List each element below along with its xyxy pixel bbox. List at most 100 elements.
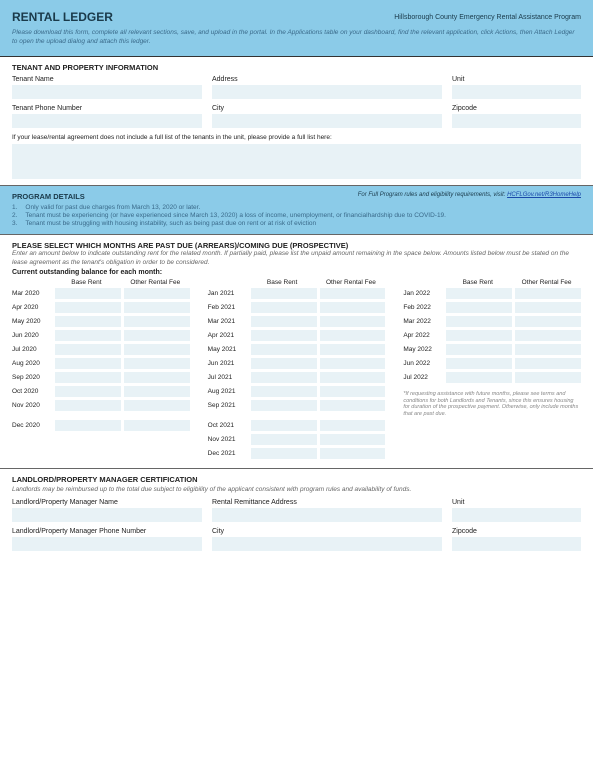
other-fee-input[interactable] — [515, 330, 581, 341]
other-fee-input[interactable] — [515, 358, 581, 369]
other-fee-input[interactable] — [515, 288, 581, 299]
month-row: Dec 2020 — [12, 420, 190, 431]
base-rent-input[interactable] — [446, 358, 512, 369]
cert-city-input[interactable] — [212, 537, 442, 551]
landlord-name-input[interactable] — [12, 508, 202, 522]
base-rent-input[interactable] — [446, 372, 512, 383]
other-fee-input[interactable] — [320, 386, 386, 397]
city-label: City — [212, 105, 442, 112]
base-rent-input[interactable] — [55, 358, 121, 369]
base-rent-input[interactable] — [251, 420, 317, 431]
other-fee-input[interactable] — [515, 372, 581, 383]
program-link[interactable]: HCFLGov.net/R3HomeHelp — [507, 192, 581, 198]
base-rent-input[interactable] — [55, 330, 121, 341]
base-rent-input[interactable] — [55, 316, 121, 327]
other-fee-input[interactable] — [515, 302, 581, 313]
base-rent-input[interactable] — [446, 344, 512, 355]
base-rent-input[interactable] — [251, 400, 317, 411]
base-rent-input[interactable] — [55, 344, 121, 355]
base-rent-input[interactable] — [251, 288, 317, 299]
other-fee-input[interactable] — [515, 344, 581, 355]
num-1: 1. — [12, 204, 17, 211]
base-rent-input[interactable] — [55, 372, 121, 383]
other-fee-input[interactable] — [124, 302, 190, 313]
base-rent-input[interactable] — [251, 316, 317, 327]
other-fee-input[interactable] — [320, 288, 386, 299]
cert-city-label: City — [212, 528, 442, 535]
base-rent-input[interactable] — [251, 386, 317, 397]
tenant-list-input[interactable] — [12, 144, 581, 179]
landlord-name-label: Landlord/Property Manager Name — [12, 499, 202, 506]
month-label: Nov 2021 — [208, 436, 248, 443]
other-fee-input[interactable] — [320, 316, 386, 327]
other-fee-input[interactable] — [124, 386, 190, 397]
other-fee-input[interactable] — [124, 330, 190, 341]
other-fee-input[interactable] — [124, 344, 190, 355]
item-3: Tenant must be struggling with housing i… — [25, 220, 316, 227]
unit-input[interactable] — [452, 85, 581, 99]
base-rent-input[interactable] — [55, 386, 121, 397]
other-fee-input[interactable] — [320, 448, 386, 459]
month-row: Aug 2020 — [12, 358, 190, 369]
other-fee-input[interactable] — [320, 372, 386, 383]
tenant-section: TENANT AND PROPERTY INFORMATION Tenant N… — [0, 57, 593, 185]
base-rent-input[interactable] — [55, 288, 121, 299]
other-fee-input[interactable] — [124, 372, 190, 383]
base-rent-input[interactable] — [55, 420, 121, 431]
months-footnote: *If requesting assistance with future mo… — [403, 391, 581, 417]
month-row: Jun 2022 — [403, 358, 581, 369]
base-rent-input[interactable] — [55, 302, 121, 313]
month-row: Jul 2022 — [403, 372, 581, 383]
zip-input[interactable] — [452, 114, 581, 128]
other-fee-input[interactable] — [320, 420, 386, 431]
tenant-title: TENANT AND PROPERTY INFORMATION — [12, 63, 581, 72]
cert-title: LANDLORD/PROPERTY MANAGER CERTIFICATION — [12, 475, 581, 484]
other-fee-input[interactable] — [320, 400, 386, 411]
city-input[interactable] — [212, 114, 442, 128]
other-fee-input[interactable] — [320, 358, 386, 369]
phone-input[interactable] — [12, 114, 202, 128]
other-fee-input[interactable] — [320, 330, 386, 341]
base-rent-input[interactable] — [251, 434, 317, 445]
base-rent-input[interactable] — [251, 302, 317, 313]
month-label: Jul 2022 — [403, 374, 443, 381]
month-label: Oct 2020 — [12, 388, 52, 395]
base-rent-input[interactable] — [251, 344, 317, 355]
other-fee-input[interactable] — [320, 434, 386, 445]
month-row: Jul 2020 — [12, 344, 190, 355]
remit-input[interactable] — [212, 508, 442, 522]
program-link-text: For Full Program rules and eligibility r… — [358, 192, 581, 201]
other-fee-input[interactable] — [320, 302, 386, 313]
month-label: Jan 2022 — [403, 290, 443, 297]
other-fee-header: Other Rental Fee — [121, 279, 190, 286]
cert-zip-input[interactable] — [452, 537, 581, 551]
base-rent-input[interactable] — [446, 302, 512, 313]
month-row: Sep 2021 — [208, 400, 386, 411]
other-fee-input[interactable] — [124, 420, 190, 431]
base-rent-header: Base Rent — [52, 279, 121, 286]
month-label: Mar 2022 — [403, 318, 443, 325]
base-rent-input[interactable] — [251, 330, 317, 341]
month-row: Feb 2022 — [403, 302, 581, 313]
tenant-list-note: If your lease/rental agreement does not … — [12, 134, 581, 141]
base-rent-input[interactable] — [446, 316, 512, 327]
other-fee-input[interactable] — [515, 316, 581, 327]
base-rent-input[interactable] — [55, 400, 121, 411]
base-rent-input[interactable] — [251, 358, 317, 369]
other-fee-input[interactable] — [124, 400, 190, 411]
month-label: Oct 2021 — [208, 422, 248, 429]
base-rent-input[interactable] — [251, 448, 317, 459]
landlord-phone-input[interactable] — [12, 537, 202, 551]
other-fee-input[interactable] — [320, 344, 386, 355]
base-rent-input[interactable] — [446, 330, 512, 341]
other-fee-input[interactable] — [124, 288, 190, 299]
base-rent-input[interactable] — [251, 372, 317, 383]
tenant-name-input[interactable] — [12, 85, 202, 99]
other-fee-input[interactable] — [124, 316, 190, 327]
other-fee-input[interactable] — [124, 358, 190, 369]
base-rent-input[interactable] — [446, 288, 512, 299]
cert-unit-input[interactable] — [452, 508, 581, 522]
address-input[interactable] — [212, 85, 442, 99]
cert-unit-label: Unit — [452, 499, 581, 506]
month-label: Aug 2021 — [208, 388, 248, 395]
